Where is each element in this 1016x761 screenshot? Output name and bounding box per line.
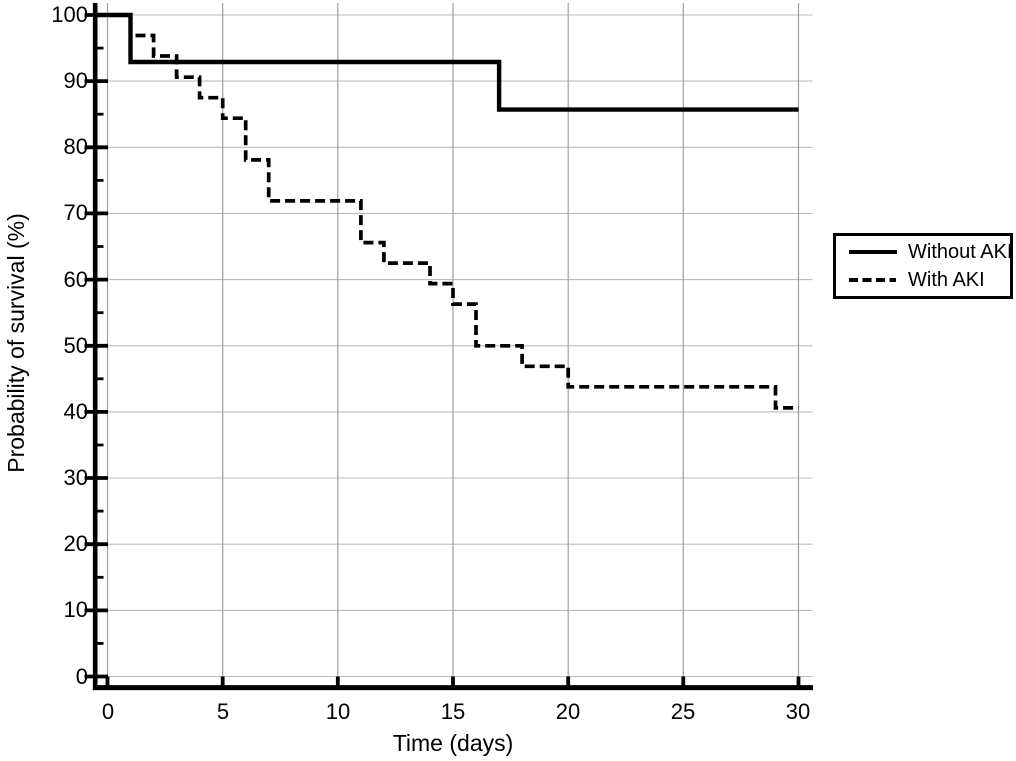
legend: Without AKI With AKI	[833, 233, 1013, 299]
x-tick-label: 20	[555, 699, 581, 724]
x-tick-label: 15	[440, 699, 466, 724]
dashed-line-sample-icon	[849, 278, 896, 282]
y-tick-label: 90	[63, 68, 88, 93]
without-aki-curve	[96, 12, 799, 112]
y-axis-title-wrap: Probability of survival (%)	[1, 143, 31, 543]
legend-item-with-aki: With AKI	[849, 266, 1010, 294]
y-tick-label: 50	[63, 333, 88, 358]
y-tick-label: 70	[63, 200, 88, 225]
y-tick-label: 80	[63, 134, 88, 159]
y-tick-label: 40	[63, 399, 88, 424]
solid-line-sample-icon	[849, 250, 897, 254]
x-axis-title: Time (days)	[392, 730, 514, 756]
legend-label-without-aki: Without AKI	[908, 241, 1013, 263]
legend-item-without-aki: Without AKI	[849, 238, 1013, 266]
y-tick-label: 10	[63, 597, 88, 622]
x-tick-label: 5	[216, 699, 230, 724]
y-tick-label: 30	[63, 465, 88, 490]
y-tick-label: 20	[63, 531, 88, 556]
y-axis-title: Probability of survival (%)	[3, 213, 29, 473]
y-tick-label: 0	[75, 664, 88, 689]
with-aki-curve	[96, 13, 799, 410]
legend-label-with-aki: With AKI	[908, 269, 985, 291]
x-tick-label: 25	[670, 699, 696, 724]
y-tick-label: 60	[63, 267, 88, 292]
x-tick-label: 10	[325, 699, 351, 724]
x-tick-label: 30	[785, 699, 811, 724]
y-tick-label: 100	[51, 2, 88, 27]
x-tick-label: 0	[101, 699, 115, 724]
